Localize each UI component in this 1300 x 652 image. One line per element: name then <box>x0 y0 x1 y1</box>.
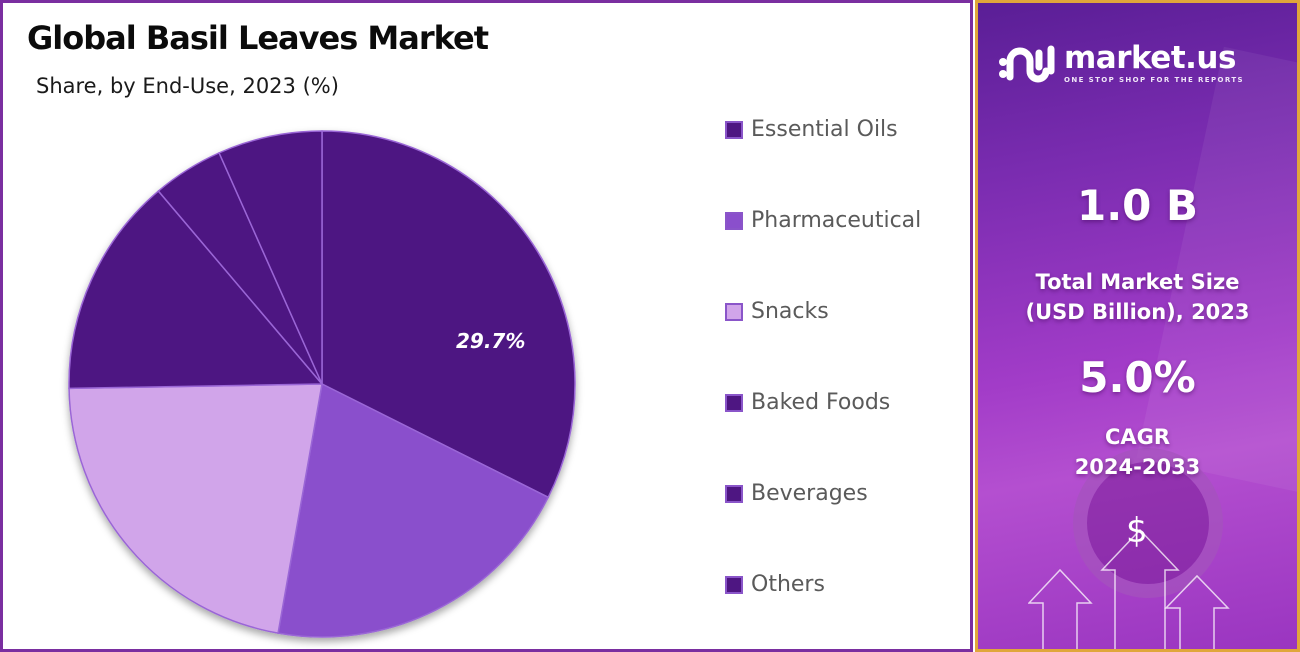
legend-swatch-icon <box>725 484 743 503</box>
dollar-icon: $ <box>1126 511 1148 551</box>
market-us-logo-icon <box>999 45 1055 83</box>
legend-label: Pharmaceutical <box>751 208 922 233</box>
legend-swatch-icon <box>725 575 743 594</box>
legend-label: Beverages <box>751 481 868 506</box>
cagr-label-line1: CAGR <box>1104 425 1171 449</box>
legend-swatch-icon <box>725 120 743 139</box>
growth-arrows-icon <box>1028 528 1230 649</box>
legend-label: Baked Foods <box>751 390 891 415</box>
brand-tagline: ONE STOP SHOP FOR THE REPORTS <box>1064 76 1244 84</box>
legend-label: Others <box>751 572 825 597</box>
summary-panel: market.us ONE STOP SHOP FOR THE REPORTS … <box>975 0 1300 652</box>
chart-title: Global Basil Leaves Market <box>27 19 489 57</box>
pie-slice-others <box>218 130 323 385</box>
pie-chart: 29.7% <box>63 127 583 647</box>
legend-item-beverages: Beverages <box>725 481 868 506</box>
market-size-label-line1: Total Market Size <box>1035 270 1240 294</box>
legend-label: Snacks <box>751 299 829 324</box>
legend-swatch-icon <box>725 302 743 321</box>
market-size-label-line2: (USD Billion), 2023 <box>1025 300 1250 324</box>
pie-slice-snacks <box>68 383 323 635</box>
legend-item-essential-oils: Essential Oils <box>725 117 898 142</box>
legend-item-pharmaceutical: Pharmaceutical <box>725 208 921 233</box>
legend-item-snacks: Snacks <box>725 299 829 324</box>
legend-label: Essential Oils <box>751 117 898 142</box>
chart-subtitle: Share, by End-Use, 2023 (%) <box>36 74 339 98</box>
chart-panel: Global Basil Leaves Market Share, by End… <box>0 0 973 652</box>
legend-swatch-icon <box>725 211 743 230</box>
cagr-value: 5.0% <box>1079 353 1196 402</box>
legend-item-baked-foods: Baked Foods <box>725 390 890 415</box>
cagr-label-line2: 2024-2033 <box>1074 455 1201 479</box>
legend-swatch-icon <box>725 393 743 412</box>
pie-slice-pharmaceutical <box>277 382 550 638</box>
pie-chart-svg <box>68 130 576 638</box>
brand-logo: market.us ONE STOP SHOP FOR THE REPORTS <box>998 41 1244 85</box>
legend-item-others: Others <box>725 572 825 597</box>
essential-oils-share-label: 29.7% <box>456 329 526 353</box>
pie-slice-essential-oils <box>321 130 576 499</box>
brand-name: market.us <box>1064 40 1236 76</box>
pie-slice-baked-foods <box>68 189 324 390</box>
market-size-value: 1.0 B <box>1076 181 1199 230</box>
